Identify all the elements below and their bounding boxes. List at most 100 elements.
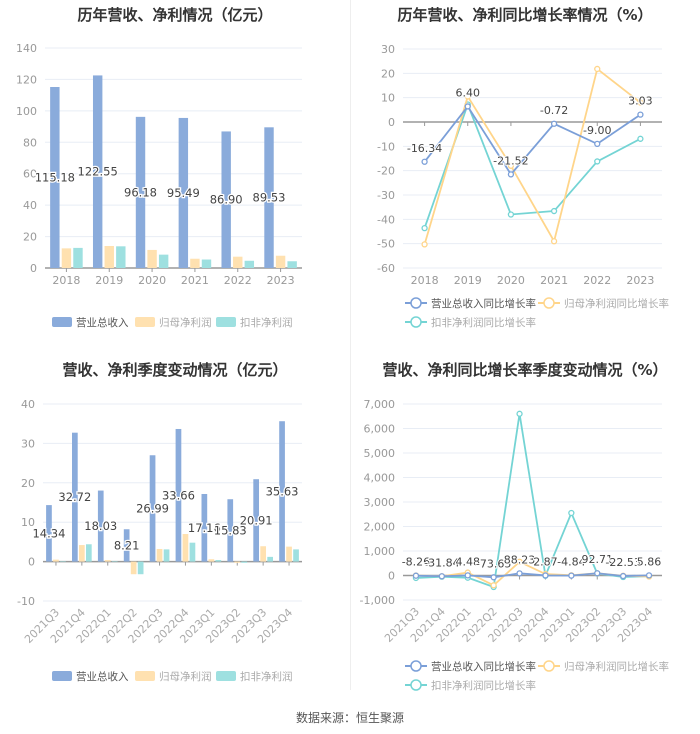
- legend-label[interactable]: 扣非净利润: [240, 670, 293, 683]
- bar-0: [178, 117, 189, 269]
- data-label: 89.53: [253, 191, 286, 205]
- legend-label[interactable]: 归母净利润: [159, 316, 212, 329]
- data-point: [421, 158, 428, 165]
- legend-label[interactable]: 扣非净利润: [240, 316, 293, 329]
- data-point: [550, 207, 558, 215]
- y-tick-label: -1,000: [360, 594, 395, 607]
- data-label: 35.63: [266, 484, 299, 498]
- legend-label[interactable]: 归母净利润同比增长率: [564, 660, 669, 673]
- bar-1: [61, 248, 72, 268]
- y-tick-label: 4,000: [364, 472, 396, 485]
- data-point: [421, 224, 428, 232]
- data-point: [464, 93, 471, 100]
- y-tick-label: -10: [377, 140, 395, 153]
- y-tick-label: -60: [377, 262, 395, 275]
- data-label: 14.34: [32, 526, 65, 540]
- legend-label[interactable]: 归母净利润: [159, 670, 212, 683]
- data-point: [516, 558, 523, 565]
- data-point: [507, 162, 515, 169]
- data-label: 88.23: [504, 553, 536, 566]
- data-label: 86.90: [210, 193, 243, 207]
- x-tick-label: 2020: [497, 274, 525, 287]
- y-tick-label: -40: [377, 213, 395, 226]
- bar-2: [287, 261, 297, 268]
- data-point: [507, 171, 515, 178]
- legend-swatch[interactable]: [216, 671, 236, 681]
- legend-label[interactable]: 归母净利润同比增长率: [564, 297, 669, 310]
- bar-2: [60, 561, 66, 562]
- data-label: 32.72: [58, 490, 91, 504]
- data-point: [619, 572, 627, 580]
- bar-0: [175, 428, 182, 562]
- legend-marker[interactable]: [410, 316, 422, 328]
- bar-1: [260, 546, 266, 562]
- legend-label[interactable]: 营业总收入同比增长率: [431, 660, 536, 673]
- data-point: [594, 570, 601, 577]
- y-tick-label: 30: [21, 437, 35, 450]
- bar-1: [234, 561, 241, 563]
- data-label: -22.53: [605, 556, 640, 569]
- data-label: 5.86: [637, 555, 662, 568]
- data-label: 20.91: [240, 513, 273, 527]
- data-point: [490, 574, 497, 581]
- y-tick-label: 0: [388, 116, 395, 129]
- y-tick-label: -20: [377, 165, 395, 178]
- y-tick-label: -10: [17, 595, 35, 608]
- bar-2: [189, 542, 196, 562]
- data-label: 4.48: [456, 555, 481, 568]
- legend-label[interactable]: 营业总收入: [76, 316, 129, 329]
- bar-1: [147, 249, 157, 268]
- legend-label[interactable]: 扣非净利润同比增长率: [431, 316, 536, 329]
- data-label: -73.65: [476, 557, 511, 570]
- data-point: [594, 158, 601, 165]
- data-label: 18.03: [84, 519, 117, 533]
- legend-label[interactable]: 营业总收入同比增长率: [431, 297, 536, 310]
- data-label: -4.84: [557, 556, 585, 569]
- legend-swatch[interactable]: [52, 317, 72, 327]
- bar-0: [92, 75, 103, 269]
- x-tick-label: 2018: [52, 274, 80, 287]
- legend-swatch[interactable]: [52, 671, 72, 681]
- series-line-1: [423, 67, 641, 245]
- bar-2: [215, 560, 222, 562]
- y-tick-label: 100: [16, 105, 37, 118]
- y-tick-label: 40: [21, 398, 35, 411]
- legend-label[interactable]: 营业总收入: [76, 670, 129, 683]
- data-label: 115.18: [35, 171, 75, 185]
- data-point: [421, 241, 428, 248]
- series-line-0: [423, 104, 641, 176]
- bar-1: [233, 256, 243, 268]
- legend-marker[interactable]: [410, 660, 422, 672]
- legend-marker[interactable]: [543, 660, 555, 672]
- y-tick-label: -30: [377, 189, 395, 202]
- x-tick-label: 2019: [454, 274, 482, 287]
- data-point: [550, 238, 558, 245]
- legend-marker[interactable]: [410, 679, 422, 691]
- bar-0: [201, 493, 208, 562]
- bar-1: [208, 559, 215, 562]
- data-label: -8.26: [402, 556, 430, 569]
- legend-swatch[interactable]: [216, 317, 236, 327]
- chart-title: 历年营收、净利情况（亿元）: [77, 6, 273, 24]
- legend-swatch[interactable]: [135, 671, 155, 681]
- legend-marker[interactable]: [543, 297, 555, 309]
- data-label: -0.72: [540, 104, 568, 117]
- data-label: -9.00: [583, 124, 611, 137]
- data-label: 6.40: [456, 86, 481, 99]
- y-tick-label: 5,000: [364, 447, 396, 460]
- bar-1: [130, 561, 137, 575]
- legend-label[interactable]: 扣非净利润同比增长率: [431, 679, 536, 692]
- y-tick-label: 6,000: [364, 423, 396, 436]
- data-label: -31.84: [424, 556, 459, 569]
- y-tick-label: 0: [28, 556, 35, 569]
- data-point: [594, 65, 601, 73]
- y-tick-label: 140: [16, 42, 37, 55]
- annual-revenue-profit-chart: 历年营收、净利情况（亿元） 0 20 40 60 80 100 120 140 2018 2019 2…: [0, 0, 350, 345]
- chart-title: 营收、净利同比增长率季度变动情况（%）: [382, 361, 668, 379]
- bar-2: [267, 556, 273, 562]
- bar-2: [163, 549, 170, 562]
- legend-swatch[interactable]: [135, 317, 155, 327]
- y-tick-label: 0: [388, 570, 395, 583]
- bar-2: [85, 544, 92, 562]
- legend-marker[interactable]: [410, 297, 422, 309]
